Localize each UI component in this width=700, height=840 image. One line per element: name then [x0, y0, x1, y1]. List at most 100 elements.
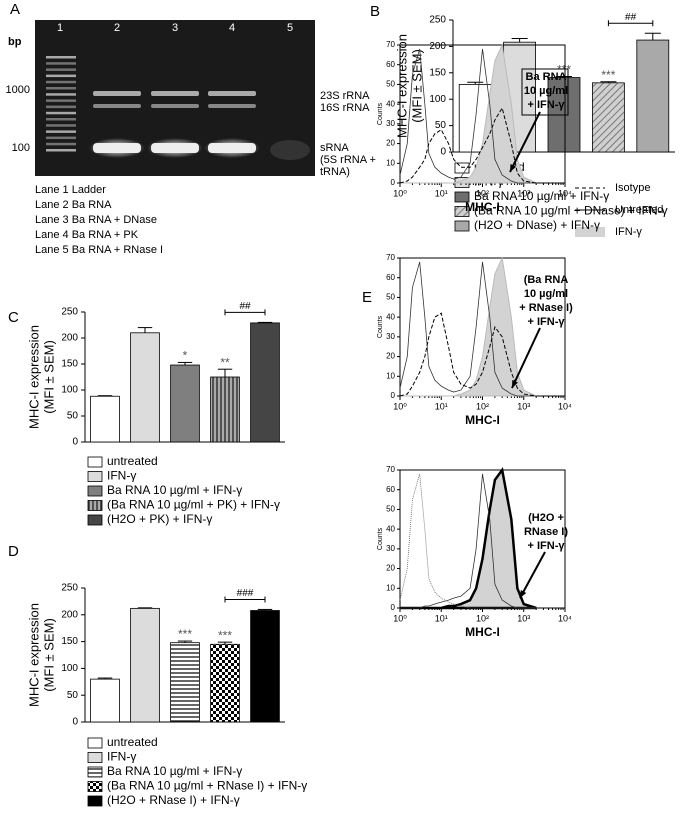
y-tick-label: 0	[440, 147, 446, 158]
y-tick-label: 60	[386, 60, 395, 69]
y-tick-label: 100	[61, 385, 78, 396]
legend-label: untreated	[107, 735, 158, 749]
lane-number: 3	[172, 22, 178, 34]
y-axis-label: (MFI ± SEM)	[409, 49, 424, 123]
y-tick-label: 70	[386, 40, 395, 49]
legend-swatch	[87, 514, 103, 526]
band-label: 16S rRNA	[320, 102, 370, 114]
panel-label: D	[8, 543, 19, 560]
legend-label: IFN-γ	[107, 750, 136, 764]
legend-label: (H2O + DNase) + IFN-γ	[474, 218, 600, 232]
annotation-text: + RNase I)	[519, 302, 573, 314]
legend-label: IFN-γ	[107, 469, 136, 483]
ladder-band	[46, 74, 76, 78]
legend-swatch	[87, 752, 103, 763]
arrow-head	[510, 164, 517, 172]
x-axis-label: MHC-I	[465, 200, 500, 214]
legend-label: Ba RNA 10 µg/ml + IFN-γ	[107, 483, 242, 497]
legend-label: (Ba RNA 10 µg/ml + RNase I) + IFN-γ	[107, 779, 307, 793]
x-tick-label: 10²	[476, 401, 489, 411]
panel-label: E	[362, 289, 372, 306]
y-tick-label: 40	[386, 524, 395, 533]
legend-label: Ba RNA 10 µg/ml + IFN-γ	[474, 189, 609, 203]
y-axis-label: (MFI ± SEM)	[41, 340, 56, 414]
legend-label: (H2O + RNase I) + IFN-γ	[107, 793, 240, 807]
y-tick-label: 60	[386, 485, 395, 494]
y-tick-label: 40	[386, 99, 395, 108]
bar	[170, 642, 200, 723]
lane-number: 2	[114, 22, 120, 34]
histogram-curve	[399, 473, 537, 609]
y-tick-label: 50	[67, 411, 79, 422]
ladder-band	[46, 136, 76, 140]
bar	[250, 322, 280, 443]
histogram-curve	[400, 256, 537, 397]
x-tick-label: 10³	[517, 188, 530, 198]
y-tick-label: 60	[386, 273, 395, 282]
y-axis-label: (MFI ± SEM)	[41, 618, 56, 692]
lane-legend: Lane 4 Ba RNA + PK	[35, 229, 139, 241]
annotation-text: 10 µg/ml	[524, 288, 568, 300]
significance: ***	[218, 628, 232, 642]
legend-swatch	[454, 191, 470, 203]
arrow	[511, 327, 541, 389]
y-tick-label: 70	[386, 465, 395, 474]
y-tick-label: 10	[386, 158, 395, 167]
y-tick-label: 0	[72, 717, 78, 728]
x-tick-label: 10³	[517, 401, 530, 411]
y-tick-label: 30	[386, 544, 395, 553]
y-tick-label: 150	[61, 636, 78, 647]
legend-swatch	[87, 471, 103, 482]
y-axis-label: MHC-I expression	[26, 325, 41, 429]
band-label: (5S rRNA +	[320, 154, 376, 166]
y-tick-label: 30	[386, 332, 395, 341]
x-tick-label: 10¹	[435, 613, 448, 623]
y-tick-label: 40	[386, 312, 395, 321]
y-tick-label: 200	[429, 41, 446, 52]
band-label: 23S rRNA	[320, 90, 370, 102]
ladder-band	[46, 105, 76, 109]
legend-swatch	[454, 220, 470, 232]
lane-number: 1	[57, 22, 63, 34]
y-tick-label: 20	[386, 139, 395, 148]
bar	[130, 332, 160, 443]
ladder-band	[46, 68, 76, 71]
y-tick-label: 0	[391, 603, 396, 612]
annotation-box	[521, 68, 569, 116]
x-tick-label: 10³	[517, 613, 530, 623]
y-tick-label: 100	[429, 94, 446, 105]
x-tick-label: 10²	[476, 613, 489, 623]
histogram-curve	[399, 261, 537, 397]
band	[93, 91, 141, 96]
ladder-band	[46, 124, 76, 127]
x-axis-label: MHC-I	[465, 413, 500, 427]
y-tick-label: 20	[386, 352, 395, 361]
comparison-label: ##	[239, 301, 251, 312]
band	[151, 91, 199, 96]
ladder-band	[46, 111, 76, 115]
ladder-band	[46, 142, 76, 146]
ladder-band	[46, 56, 76, 59]
bar	[210, 376, 240, 443]
y-tick-label: 0	[72, 437, 78, 448]
legend-swatch	[87, 456, 103, 468]
y-tick-label: 150	[429, 67, 446, 78]
y-axis-label: Counts	[377, 102, 384, 125]
y-axis-label: MHC-I expression	[26, 603, 41, 707]
significance: **	[220, 355, 230, 369]
legend-swatch	[454, 162, 470, 174]
bar	[130, 607, 160, 723]
ladder-band	[46, 80, 76, 84]
band	[93, 104, 141, 108]
legend-swatch	[575, 227, 605, 237]
x-tick-label: 10²	[476, 188, 489, 198]
x-tick-label: 10¹	[435, 401, 448, 411]
annotation-text: + IFN-γ	[528, 316, 566, 328]
arrow-head	[512, 380, 518, 388]
panel-label: B	[370, 3, 380, 20]
bar	[90, 678, 120, 723]
y-tick-label: 200	[61, 333, 78, 344]
legend-label: Ba RNA 10 µg/ml + IFN-γ	[107, 764, 242, 778]
band	[208, 104, 256, 108]
